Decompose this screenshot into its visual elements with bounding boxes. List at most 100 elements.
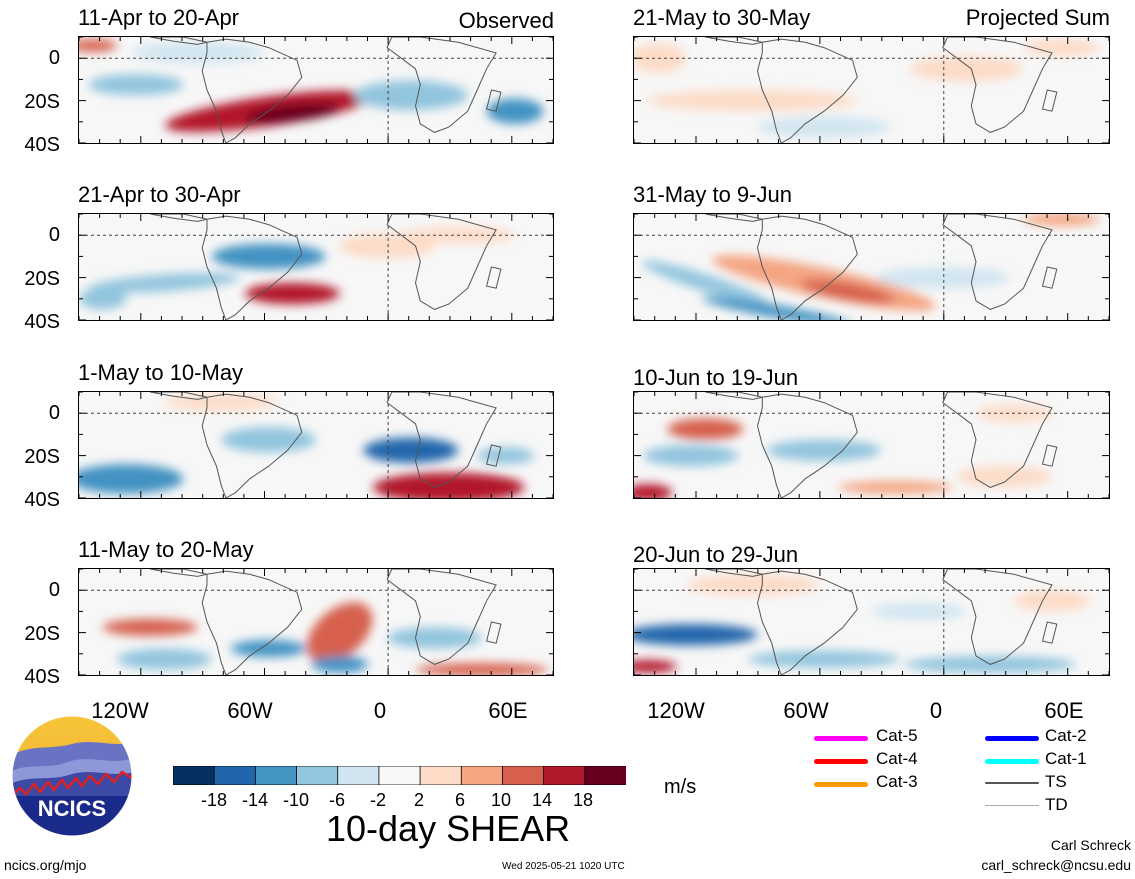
lat-label: 40S <box>24 666 60 688</box>
shear-anomaly-region <box>88 74 184 96</box>
coastline <box>942 569 1053 665</box>
coastline <box>150 392 208 400</box>
shear-anomaly-region <box>1023 39 1100 57</box>
legend-line-cat5 <box>814 736 868 741</box>
colorbar-swatch <box>213 765 257 786</box>
shear-field <box>634 392 1109 498</box>
coastline <box>756 570 858 675</box>
lat-label: 40S <box>24 311 60 333</box>
colorbar-swatch <box>378 765 421 786</box>
lat-label: 0 <box>48 579 60 601</box>
shear-anomaly-region <box>767 439 881 461</box>
lat-label: 20S <box>24 91 60 113</box>
coastline <box>386 392 497 488</box>
lon-label: 120W <box>91 698 149 723</box>
shear-anomaly-region <box>642 260 769 305</box>
legend-label: Cat-1 <box>1045 749 1087 768</box>
colorbar-tick: -6 <box>328 790 345 810</box>
shear-anomaly-region <box>1014 590 1090 612</box>
legend-line-td <box>985 805 1039 806</box>
coastline <box>150 37 208 45</box>
lon-label: 60W <box>783 698 829 723</box>
shear-anomaly-region <box>748 650 900 668</box>
lon-label: 0 <box>929 698 943 723</box>
coastline <box>201 570 303 675</box>
coastline <box>756 38 858 143</box>
shear-field <box>634 214 1109 320</box>
legend-line-cat2 <box>985 736 1039 741</box>
coastline <box>201 393 303 498</box>
legend-label: Cat-2 <box>1045 726 1087 745</box>
shear-map <box>78 213 554 321</box>
shear-field <box>79 214 553 320</box>
colorbar-swatch <box>337 765 380 786</box>
footer-email[interactable]: carl_schreck@ncsu.edu <box>981 857 1131 873</box>
lat-label: 20S <box>24 623 60 645</box>
lon-label: 60E <box>488 698 528 723</box>
lat-label: 40S <box>24 489 60 511</box>
footer-timestamp: Wed 2025-05-21 1020 UTC <box>502 861 625 872</box>
shear-map <box>78 391 554 499</box>
panel-title: 11-May to 20-May <box>78 537 254 562</box>
colorbar-swatch <box>296 765 339 786</box>
legend-label: Cat-4 <box>876 749 918 768</box>
coastline <box>756 215 858 320</box>
panel-title: 10-Jun to 19-Jun <box>633 365 799 390</box>
panel-tag: Observed <box>458 8 554 33</box>
coastline <box>485 266 502 289</box>
colorbar-tick: 10 <box>490 790 512 810</box>
colorbar-swatches <box>172 765 627 786</box>
logo-text: NCICS <box>38 796 106 821</box>
lat-label: 40S <box>24 134 60 156</box>
coastline <box>386 37 497 133</box>
panel-title: 11-Apr to 20-Apr <box>78 5 240 30</box>
lat-label: 20S <box>24 446 60 468</box>
shear-anomaly-region <box>353 80 468 111</box>
colorbar-tick: -14 <box>241 790 268 810</box>
shear-anomaly-region <box>372 472 525 498</box>
shear-anomaly-region <box>648 90 858 112</box>
shear-anomaly-region <box>79 464 184 494</box>
coastline <box>705 37 763 45</box>
legend-label: TD <box>1045 795 1068 814</box>
coastline <box>201 38 303 143</box>
colorbar-tick: -2 <box>369 790 386 810</box>
shear-anomaly-region <box>211 243 326 270</box>
coastline <box>705 214 763 222</box>
lon-label: 60E <box>1044 698 1084 723</box>
coastline <box>150 569 208 577</box>
coastline <box>942 37 1053 133</box>
colorbar-tick: -18 <box>200 790 227 810</box>
coastline <box>756 393 858 498</box>
shear-anomaly-region <box>757 116 891 138</box>
colorbar-title: 10-day SHEAR <box>326 808 571 849</box>
shear-field <box>79 569 553 675</box>
colorbar-tick: 2 <box>413 790 424 810</box>
colorbar-swatch <box>543 765 586 786</box>
shear-anomaly-region <box>957 466 1052 488</box>
legend-label: Cat-3 <box>876 772 918 791</box>
shear-anomaly-region <box>221 427 316 453</box>
colorbar-tick: -10 <box>282 790 309 810</box>
shear-map <box>633 36 1110 144</box>
coastline <box>1041 444 1058 467</box>
coastline <box>386 569 497 665</box>
lat-label: 0 <box>48 47 60 69</box>
shear-anomaly-region <box>230 640 307 657</box>
shear-map <box>78 36 554 144</box>
shear-anomaly-region <box>667 418 744 440</box>
shear-anomaly-region <box>363 437 459 463</box>
panel-title: 21-May to 30-May <box>633 5 811 30</box>
shear-anomaly-region <box>131 42 264 64</box>
shear-anomaly-region <box>88 272 240 293</box>
panel-title: 1-May to 10-May <box>78 360 244 385</box>
panel-title: 31-May to 9-Jun <box>633 182 792 207</box>
coastline <box>485 444 502 467</box>
footer-url[interactable]: ncics.org/mjo <box>4 857 87 873</box>
shear-anomaly-region <box>871 602 967 620</box>
shear-anomaly-region <box>415 663 549 675</box>
legend-line-cat1 <box>985 759 1039 764</box>
shear-anomaly-region <box>800 279 895 304</box>
colorbar-swatch <box>254 765 298 786</box>
shear-field <box>79 392 553 498</box>
